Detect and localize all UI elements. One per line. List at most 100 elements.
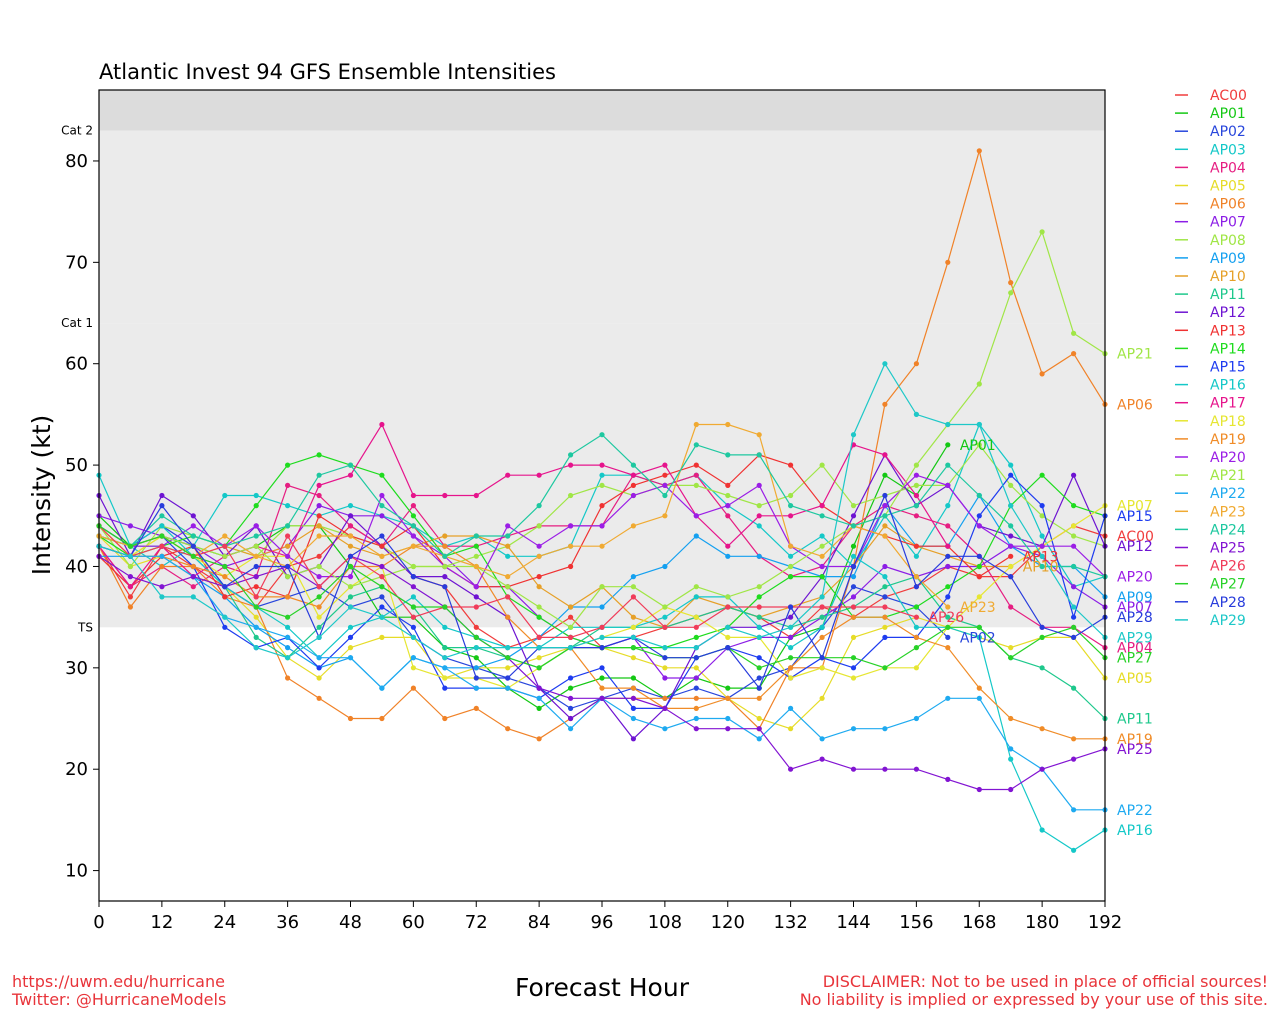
data-point	[347, 533, 354, 539]
data-point	[410, 655, 416, 661]
end-label: AP20	[1117, 570, 1153, 586]
legend-item: AP20	[1175, 450, 1246, 466]
legend-item: AC00	[1175, 88, 1247, 104]
data-point	[976, 594, 982, 600]
data-point	[410, 604, 416, 610]
data-point	[1039, 827, 1045, 833]
end-label: AP15	[1117, 509, 1153, 525]
data-point	[347, 655, 354, 661]
data-point	[379, 472, 385, 478]
data-point	[693, 655, 699, 661]
data-point	[1008, 462, 1014, 468]
data-point	[536, 553, 542, 559]
data-point	[756, 452, 762, 458]
end-label: AP25	[1117, 742, 1153, 758]
data-point	[505, 584, 511, 590]
data-point	[725, 452, 731, 458]
footer-url-link[interactable]: https://uwm.edu/hurricane	[12, 972, 225, 991]
data-point	[473, 533, 479, 539]
y-tick-label: 80	[65, 151, 88, 172]
data-point	[473, 624, 479, 630]
end-label: AP07	[1117, 600, 1153, 616]
data-point	[756, 726, 762, 732]
legend-item: AP17	[1175, 396, 1246, 412]
data-point	[662, 563, 668, 570]
data-point	[285, 543, 291, 549]
data-point	[693, 645, 699, 651]
data-point	[630, 614, 637, 620]
data-point	[536, 584, 542, 590]
data-point	[819, 655, 825, 661]
data-point	[630, 472, 637, 478]
data-point	[756, 614, 762, 620]
data-point	[945, 482, 951, 488]
legend-item: AP15	[1175, 360, 1246, 376]
data-point	[882, 624, 888, 630]
data-point	[1071, 472, 1077, 478]
data-point	[693, 695, 699, 701]
data-point	[1071, 351, 1077, 357]
data-point	[913, 472, 920, 478]
data-point	[599, 604, 605, 610]
data-point	[976, 553, 982, 559]
end-label: AP10	[1023, 559, 1059, 575]
y-tick-label: 60	[65, 354, 88, 375]
data-point	[536, 665, 542, 671]
data-point	[1008, 645, 1014, 651]
data-point	[473, 492, 479, 499]
data-point	[1008, 533, 1014, 539]
data-point	[127, 553, 133, 559]
legend-label: AP12	[1210, 305, 1246, 321]
data-point	[725, 482, 731, 488]
data-point	[473, 553, 479, 559]
data-point	[190, 563, 196, 570]
data-point	[913, 584, 920, 590]
data-point	[379, 614, 385, 620]
y-axis: 10 20 30 40 50 60 70 80	[65, 151, 99, 882]
data-point	[819, 736, 825, 742]
data-point	[850, 503, 857, 509]
data-point	[725, 685, 731, 691]
end-label: AP04	[1117, 641, 1153, 657]
legend-item: AP21	[1175, 468, 1246, 484]
data-point	[630, 523, 637, 529]
data-point	[693, 462, 699, 468]
x-tick-label: 192	[1088, 912, 1122, 933]
data-point	[536, 655, 542, 661]
data-point	[725, 624, 731, 630]
legend-label: AP23	[1210, 504, 1246, 520]
data-point	[630, 624, 637, 630]
data-point	[756, 685, 762, 691]
data-point	[1008, 280, 1014, 286]
data-point	[693, 584, 699, 590]
x-tick-label: 48	[339, 912, 362, 933]
legend-item: AP29	[1175, 613, 1246, 629]
data-point	[599, 482, 605, 488]
data-point	[347, 462, 354, 468]
data-point	[693, 472, 699, 478]
data-point	[850, 543, 857, 549]
legend-item: AP05	[1175, 179, 1246, 195]
data-point	[1008, 543, 1014, 549]
data-point	[725, 492, 731, 499]
data-point	[662, 482, 668, 488]
data-point	[662, 665, 668, 671]
data-point	[285, 675, 291, 681]
data-point	[1039, 634, 1045, 641]
data-point	[882, 452, 888, 458]
data-point	[190, 594, 196, 600]
data-point	[725, 421, 731, 428]
data-point	[819, 543, 825, 549]
data-point	[913, 503, 920, 509]
data-point	[442, 563, 448, 570]
band-cat-1	[99, 130, 1105, 324]
data-point	[568, 695, 574, 701]
data-point	[316, 472, 322, 478]
data-point	[159, 523, 165, 529]
x-tick-label: 72	[465, 912, 488, 933]
data-point	[410, 594, 416, 600]
data-point	[379, 685, 385, 691]
data-point	[693, 634, 699, 641]
x-axis-label: Forecast Hour	[515, 973, 690, 1002]
